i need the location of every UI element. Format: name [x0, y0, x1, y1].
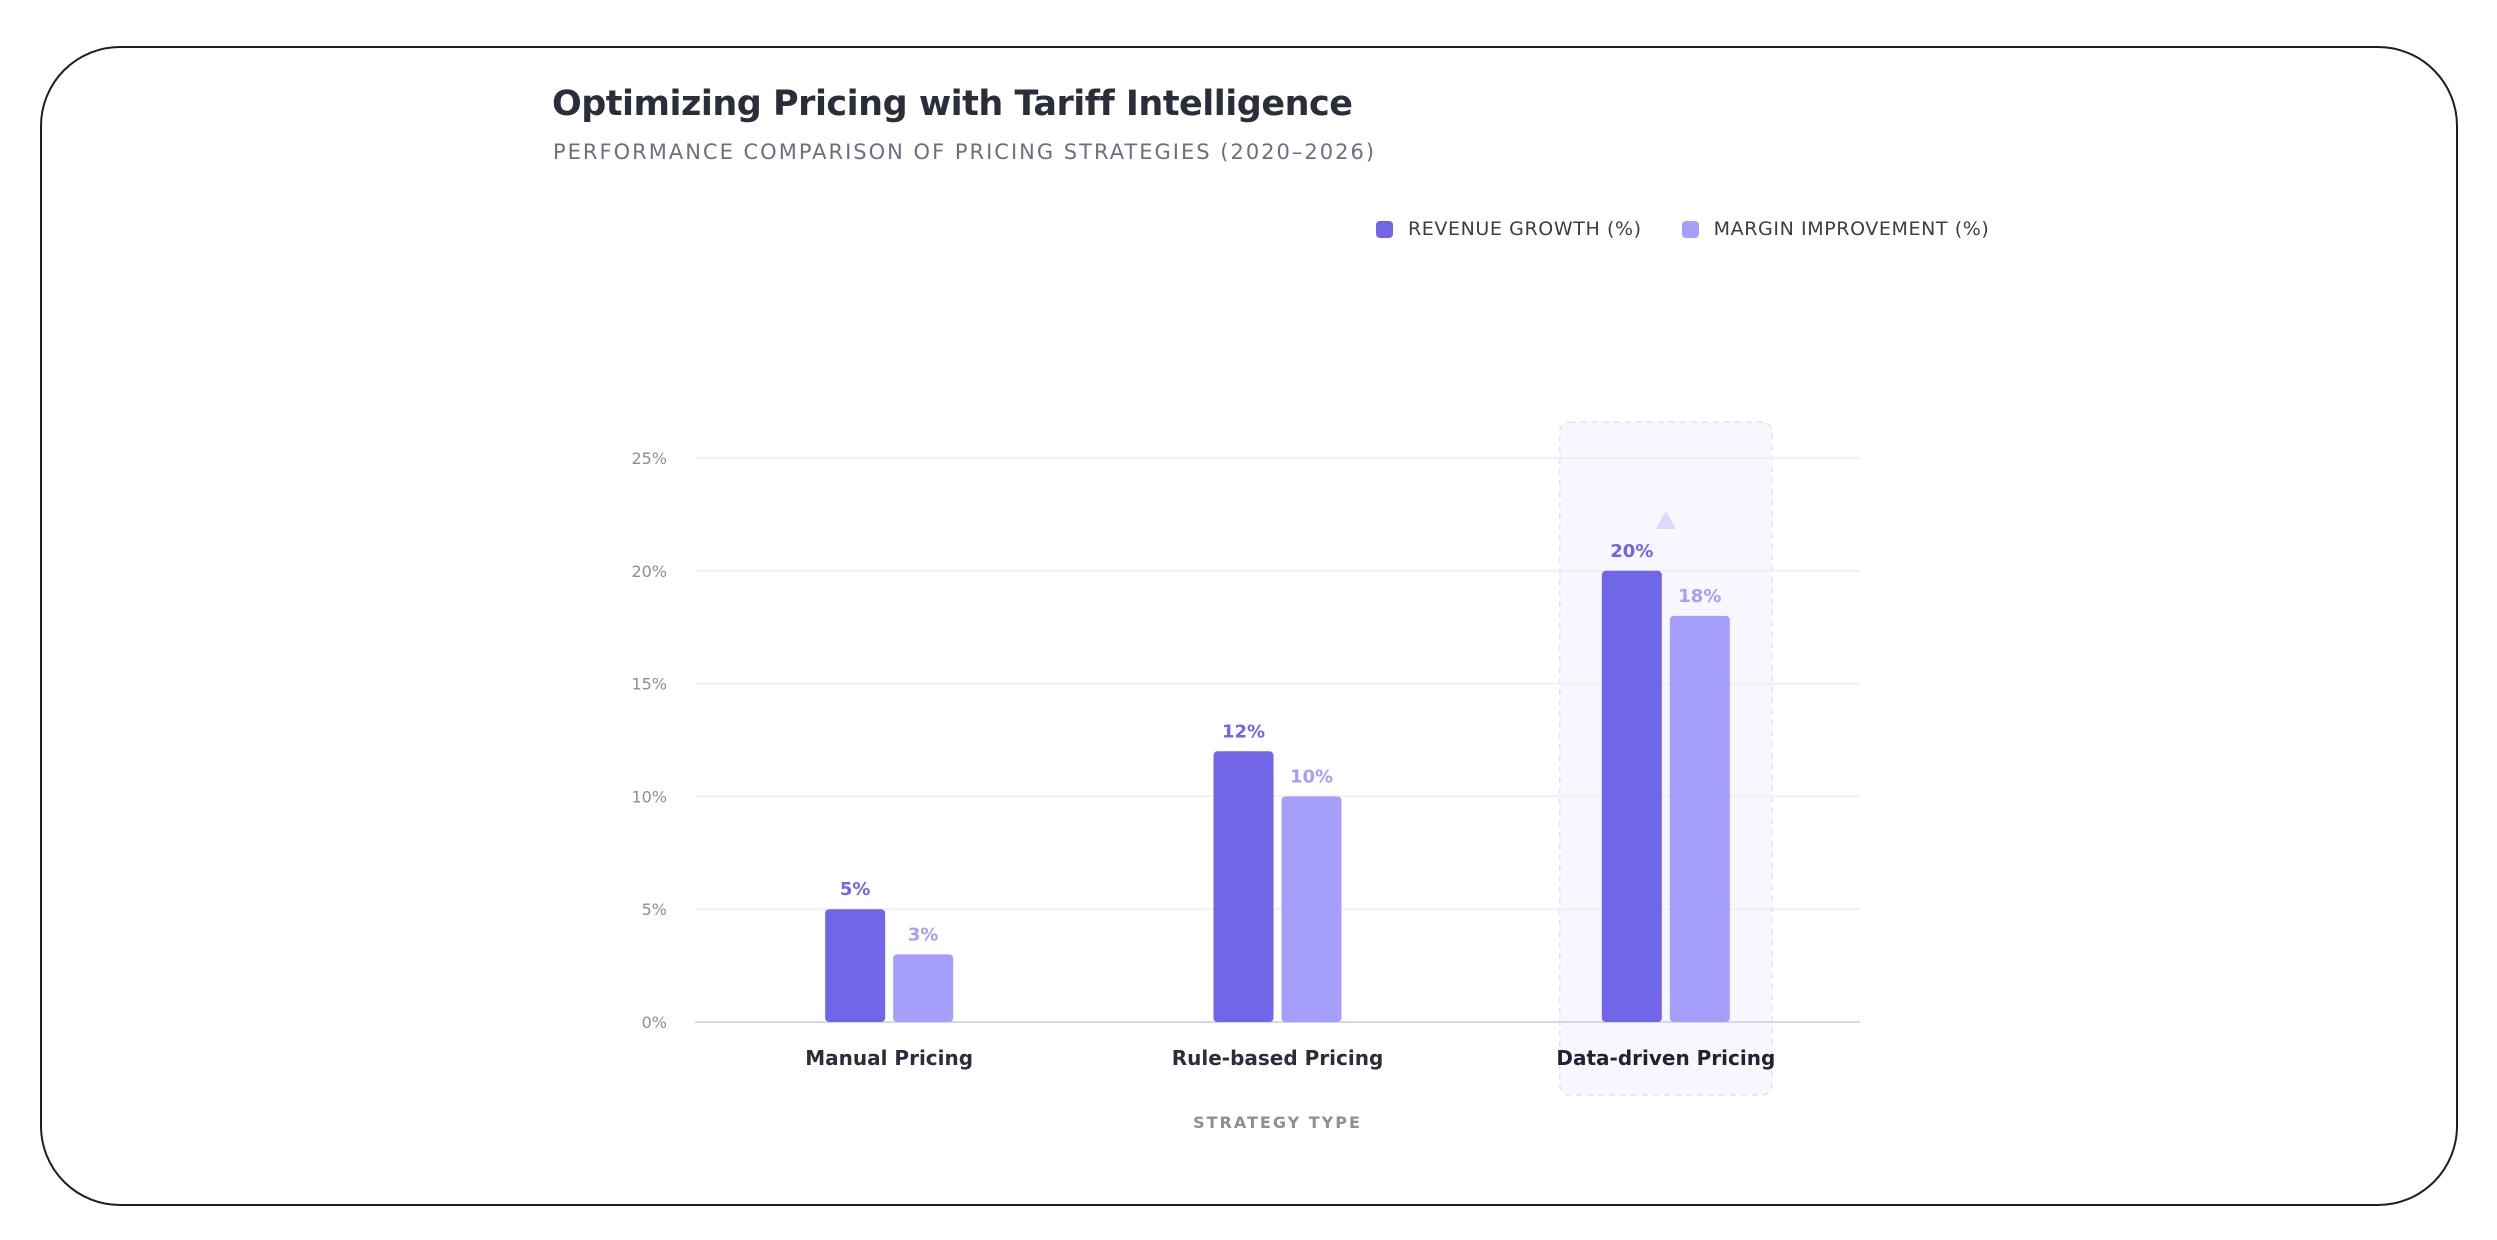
data-label: 3%: [908, 924, 939, 945]
chart-legend: REVENUE GROWTH (%) MARGIN IMPROVEMENT (%…: [1376, 218, 2029, 240]
x-tick-label: Rule-based Pricing: [1172, 1046, 1384, 1070]
data-label: 18%: [1678, 586, 1721, 607]
y-tick-label: 25%: [631, 449, 667, 468]
bar-data-driven-pricing-revenue-growth: [1601, 570, 1662, 1022]
y-tick-label: 5%: [642, 900, 667, 919]
highlight-marker-icon: [1655, 511, 1676, 529]
chart-subtitle: PERFORMANCE COMPARISON OF PRICING STRATE…: [553, 140, 1377, 164]
data-label: 5%: [840, 879, 871, 900]
x-tick-label: Manual Pricing: [805, 1046, 973, 1070]
legend-swatch-margin-improvement: [1681, 220, 1699, 238]
x-tick-label: Data-driven Pricing: [1556, 1046, 1775, 1070]
y-tick-label: 20%: [631, 562, 667, 581]
bar-data-driven-pricing-margin-improvement: [1669, 615, 1730, 1022]
legend-swatch-revenue-growth: [1376, 220, 1393, 238]
chart-title: Optimizing Pricing with Tariff Intellige…: [552, 84, 1353, 124]
bar-manual-pricing-margin-improvement: [893, 954, 954, 1022]
data-label: 10%: [1290, 766, 1333, 787]
legend-item-revenue-growth[interactable]: REVENUE GROWTH (%): [1376, 218, 1642, 240]
x-axis-title: STRATEGY TYPE: [1193, 1113, 1362, 1132]
legend-label-revenue-growth: REVENUE GROWTH (%): [1408, 218, 1642, 240]
data-label: 12%: [1222, 721, 1265, 742]
y-tick-label: 10%: [631, 787, 667, 806]
bar-rule-based-pricing-revenue-growth: [1213, 751, 1274, 1022]
y-tick-label: 0%: [642, 1013, 667, 1032]
data-label: 20%: [1610, 541, 1653, 562]
y-tick-label: 15%: [631, 675, 667, 694]
legend-label-margin-improvement: MARGIN IMPROVEMENT (%): [1713, 218, 1990, 240]
bar-rule-based-pricing-margin-improvement: [1281, 796, 1342, 1022]
legend-item-margin-improvement[interactable]: MARGIN IMPROVEMENT (%): [1681, 218, 1990, 240]
bar-manual-pricing-revenue-growth: [825, 909, 886, 1022]
